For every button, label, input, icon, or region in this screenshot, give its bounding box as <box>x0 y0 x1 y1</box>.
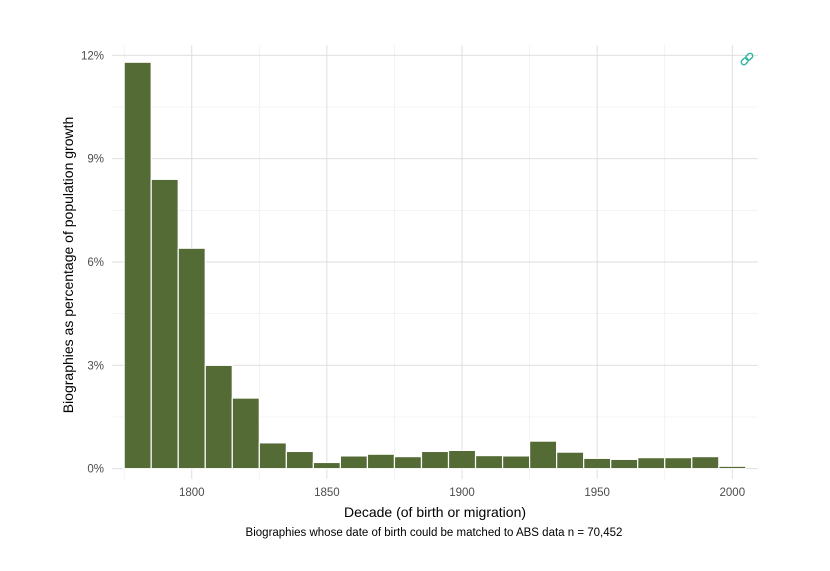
y-axis-title: Biographies as percentage of population … <box>60 117 76 414</box>
bar-1810 <box>204 364 233 470</box>
bar-1870 <box>366 453 396 470</box>
x-axis-ticks: 1800 1850 1900 1950 2000 <box>179 487 745 499</box>
bars <box>123 61 747 470</box>
x-tick-label: 2000 <box>720 487 746 499</box>
x-axis-title: Decade (of birth or migration) <box>344 504 526 520</box>
bar-1860 <box>339 455 369 470</box>
bar-1940 <box>556 451 585 470</box>
bar-1980 <box>664 457 693 470</box>
y-tick-label: 9% <box>87 154 104 166</box>
bar-1930 <box>529 440 558 470</box>
bar-1920 <box>501 455 531 470</box>
bar-1950 <box>583 457 612 470</box>
y-tick-label: 0% <box>87 464 104 476</box>
chart-caption: Biographies whose date of birth could be… <box>246 527 623 539</box>
bar-1900 <box>447 449 477 470</box>
bar-1970 <box>637 457 666 470</box>
bar-1790 <box>150 178 179 470</box>
bar-1800 <box>177 247 206 470</box>
y-tick-label: 3% <box>87 360 104 372</box>
x-tick-label: 1850 <box>314 487 340 499</box>
bar-1910 <box>474 454 504 470</box>
y-tick-label: 12% <box>81 50 104 62</box>
bar-2000 <box>718 465 747 470</box>
bar-1840 <box>285 450 314 470</box>
x-tick-label: 1800 <box>179 487 205 499</box>
bar-1990 <box>691 456 720 470</box>
bar-1780 <box>123 61 152 470</box>
bar-1850 <box>312 461 341 470</box>
bar-1820 <box>231 397 260 470</box>
link-icon[interactable] <box>740 52 754 66</box>
bar-1960 <box>610 458 639 470</box>
x-tick-label: 1900 <box>449 487 475 499</box>
bar-1830 <box>258 442 287 470</box>
bar-1880 <box>393 456 423 470</box>
y-tick-label: 6% <box>87 257 104 269</box>
bar-1890 <box>420 450 450 470</box>
x-tick-label: 1950 <box>584 487 610 499</box>
y-axis-ticks: 0% 3% 6% 9% 12% <box>81 50 104 475</box>
